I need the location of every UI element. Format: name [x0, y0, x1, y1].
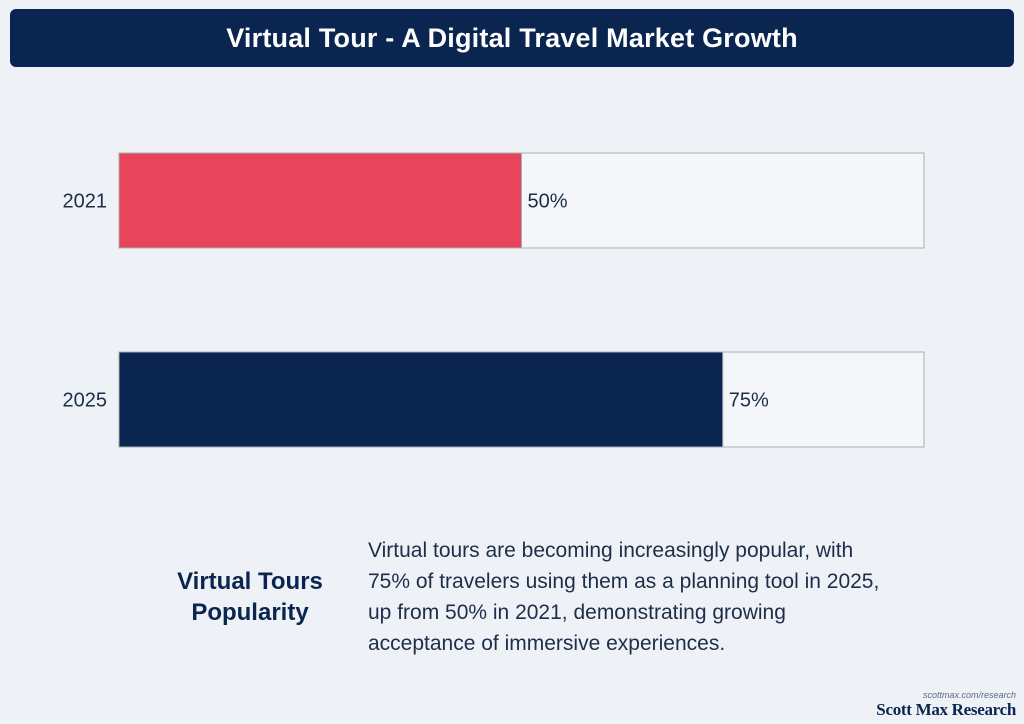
bar-chart: 2021 50% 2025 75% [63, 152, 925, 448]
summary-text: Virtual tours are becoming increasingly … [368, 539, 880, 655]
footer-url: scottmax.com/research [922, 690, 1016, 700]
summary-heading: Virtual Tours Popularity [150, 566, 350, 628]
brand-logo: Scott Max Research [876, 700, 1016, 719]
footer: scottmax.com/research Scott Max Research [876, 690, 1016, 720]
summary-heading-line2: Popularity [191, 599, 309, 626]
value-label-2025: 75% [729, 390, 769, 412]
bar-2021 [118, 152, 522, 249]
bar-2025 [118, 351, 724, 448]
category-label-2025: 2025 [63, 390, 108, 412]
title-bar: Virtual Tour - A Digital Travel Market G… [10, 9, 1014, 67]
value-label-2021: 50% [528, 191, 568, 213]
category-label-2021: 2021 [63, 191, 108, 213]
page-title: Virtual Tour - A Digital Travel Market G… [226, 22, 798, 53]
summary-heading-line1: Virtual Tours [177, 568, 323, 595]
